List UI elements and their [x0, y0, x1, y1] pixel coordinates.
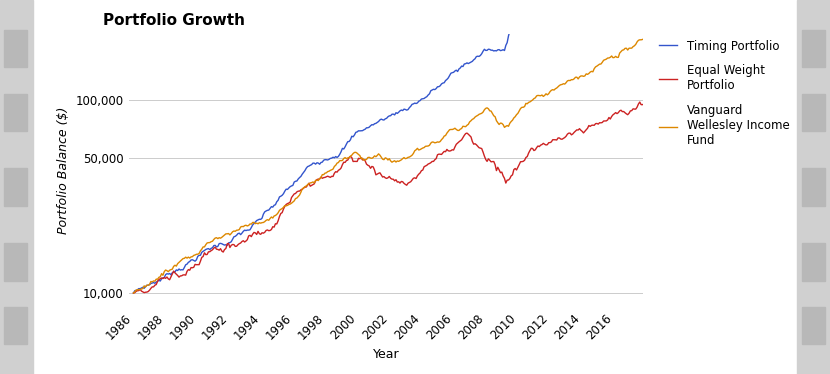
- Vanguard
Wellesley Income
Fund: [393, 159, 403, 163]
- Vanguard
Wellesley Income
Fund: [570, 75, 580, 80]
- Text: Portfolio Growth: Portfolio Growth: [103, 13, 245, 28]
- Equal Weight
Portfolio: [570, 129, 580, 134]
- Equal Weight
Portfolio: [162, 275, 172, 279]
- Timing Portfolio: [393, 111, 403, 116]
- Timing Portfolio: [129, 291, 139, 295]
- Equal Weight
Portfolio: [393, 180, 403, 184]
- Vanguard
Wellesley Income
Fund: [146, 279, 156, 284]
- Timing Portfolio: [162, 272, 172, 276]
- Equal Weight
Portfolio: [129, 291, 139, 295]
- Vanguard
Wellesley Income
Fund: [129, 291, 139, 295]
- Equal Weight
Portfolio: [146, 286, 156, 291]
- Line: Equal Weight
Portfolio: Equal Weight Portfolio: [134, 102, 647, 293]
- Timing Portfolio: [494, 47, 504, 52]
- Equal Weight
Portfolio: [642, 102, 652, 106]
- Y-axis label: Portfolio Balance ($): Portfolio Balance ($): [57, 107, 70, 234]
- Equal Weight
Portfolio: [494, 168, 504, 172]
- Vanguard
Wellesley Income
Fund: [642, 35, 652, 39]
- Equal Weight
Portfolio: [635, 100, 645, 104]
- Timing Portfolio: [146, 281, 156, 286]
- X-axis label: Year: Year: [373, 347, 399, 361]
- Vanguard
Wellesley Income
Fund: [494, 122, 504, 127]
- Vanguard
Wellesley Income
Fund: [162, 269, 172, 273]
- Line: Vanguard
Wellesley Income
Fund: Vanguard Wellesley Income Fund: [134, 37, 647, 293]
- Vanguard
Wellesley Income
Fund: [637, 37, 647, 42]
- Equal Weight
Portfolio: [639, 102, 649, 106]
- Legend: Timing Portfolio, Equal Weight
Portfolio, Vanguard
Wellesley Income
Fund: Timing Portfolio, Equal Weight Portfolio…: [660, 40, 789, 147]
- Line: Timing Portfolio: Timing Portfolio: [134, 0, 647, 293]
